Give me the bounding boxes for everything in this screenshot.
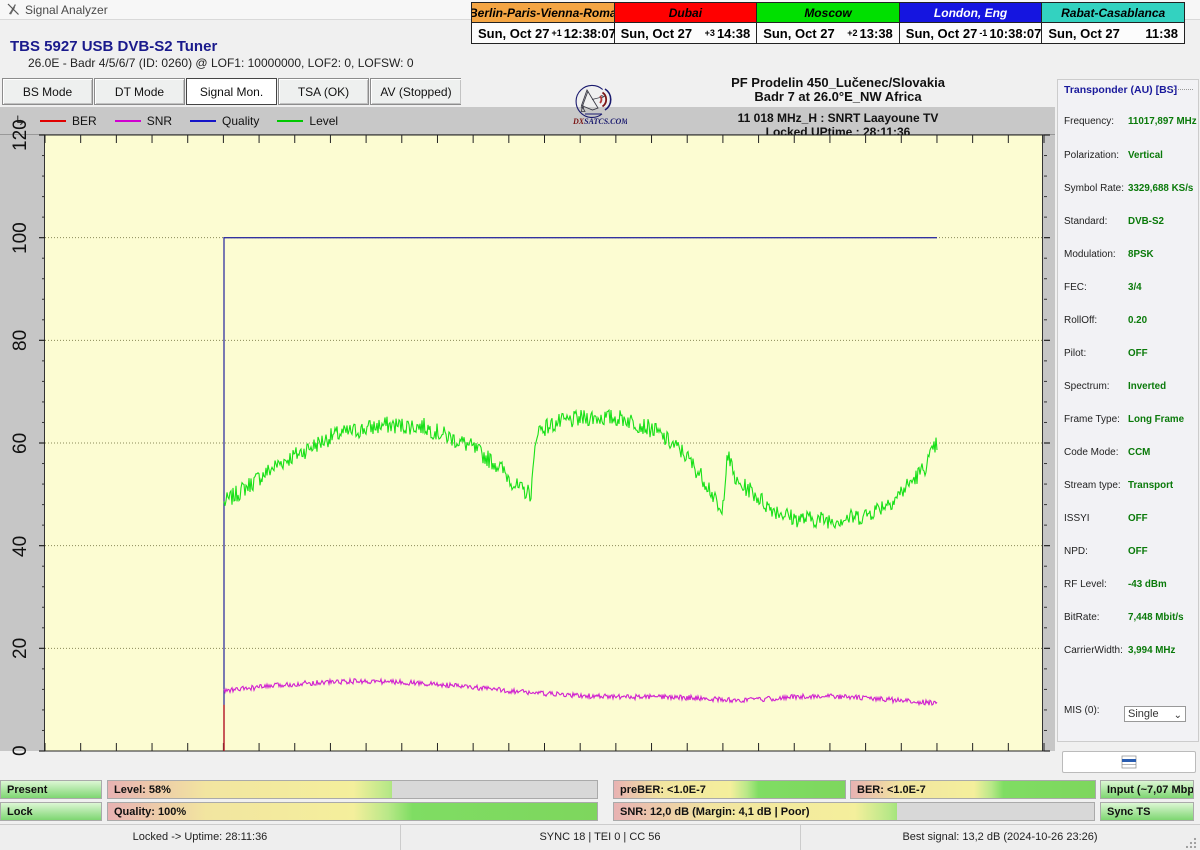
svg-text:DXSATCS.COM: DXSATCS.COM — [572, 117, 627, 126]
